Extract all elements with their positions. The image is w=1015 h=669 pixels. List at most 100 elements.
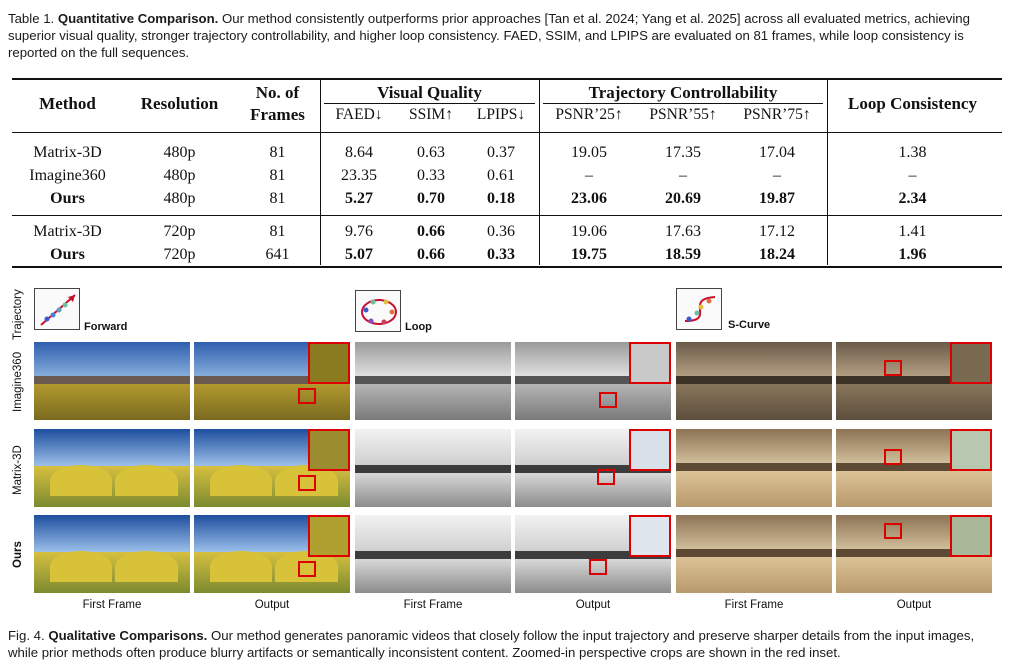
pano-imagine360-office-first xyxy=(355,342,511,420)
table-header-rule xyxy=(12,132,1002,133)
row-3-frames: 81 xyxy=(269,223,286,240)
table-caption: Table 1. Quantitative Comparison. Our me… xyxy=(8,10,1006,61)
table-caption-title: Quantitative Comparison. xyxy=(57,11,219,26)
row-1-ssim: 0.33 xyxy=(417,167,445,184)
row-4-lpips: 0.33 xyxy=(487,246,515,263)
pano-imagine360-campus-first xyxy=(34,342,190,420)
row-0-method: Matrix-3D xyxy=(33,144,102,161)
row-2-psnr25: 23.06 xyxy=(571,190,607,207)
pano-imagine360-lobby-first xyxy=(676,342,832,420)
row-4-resolution: 720p xyxy=(163,246,196,263)
zoom-inset xyxy=(629,515,671,557)
header-psnr25: PSNR’25↑ xyxy=(555,106,623,123)
visual-quality-underline xyxy=(324,103,535,104)
row-3-ssim: 0.66 xyxy=(417,223,445,240)
row-4-ssim: 0.66 xyxy=(417,246,445,263)
pano-matrix3d-office-output xyxy=(515,429,671,507)
row-label-trajectory: Trajectory xyxy=(12,289,24,340)
row-4-faed: 5.07 xyxy=(345,246,373,263)
zoom-region-box xyxy=(589,559,607,575)
row-0-lpips: 0.37 xyxy=(487,144,515,161)
header-lpips: LPIPS↓ xyxy=(476,106,526,123)
table-divider-2 xyxy=(539,78,540,265)
header-trajectory: Trajectory Controllability xyxy=(588,83,778,102)
zoom-inset xyxy=(629,429,671,471)
row-2-loop: 2.34 xyxy=(898,190,927,207)
pano-ours-office-first xyxy=(355,515,511,593)
table-top-rule xyxy=(12,78,1002,80)
figure-caption-text: Our method generates panoramic videos th… xyxy=(8,628,975,660)
zoom-region-box xyxy=(298,388,316,404)
zoom-inset xyxy=(950,515,992,557)
forward-trajectory-icon xyxy=(34,288,80,330)
row-4-psnr25: 19.75 xyxy=(571,246,607,263)
header-frames-line1: No. of xyxy=(255,83,300,102)
row-3-resolution: 720p xyxy=(163,223,196,240)
table-divider-1 xyxy=(320,78,321,265)
loop-trajectory-icon xyxy=(355,290,401,332)
row-2-frames: 81 xyxy=(269,190,286,207)
column-caption-output-1: Output xyxy=(254,599,290,611)
zoom-inset xyxy=(308,429,350,471)
row-2-resolution: 480p xyxy=(163,190,196,207)
row-3-psnr25: 19.06 xyxy=(571,223,607,240)
row-4-frames: 641 xyxy=(265,246,290,263)
zoom-inset xyxy=(629,342,671,384)
zoom-region-box xyxy=(884,449,902,465)
s-curve-trajectory-icon xyxy=(676,288,722,330)
pano-imagine360-office-output xyxy=(515,342,671,420)
row-label-imagine360: Imagine360 xyxy=(12,351,24,412)
row-label-ours: Ours xyxy=(12,541,24,568)
row-0-psnr55: 17.35 xyxy=(665,144,701,161)
header-psnr75: PSNR’75↑ xyxy=(743,106,811,123)
zoom-region-box xyxy=(884,523,902,539)
pano-matrix3d-campus-output xyxy=(194,429,350,507)
trajectory-label-s-curve: S-Curve xyxy=(728,319,771,331)
header-loop: Loop Consistency xyxy=(848,94,977,113)
pano-imagine360-lobby-output xyxy=(836,342,992,420)
row-4-psnr75: 18.24 xyxy=(759,246,795,263)
header-resolution: Resolution xyxy=(140,94,219,113)
figure-caption-label: Fig. 4. xyxy=(8,628,45,643)
row-3-method: Matrix-3D xyxy=(33,223,102,240)
trajectory-underline xyxy=(543,103,823,104)
zoom-region-box xyxy=(597,469,615,485)
row-label-matrix3d: Matrix-3D xyxy=(12,445,24,495)
figure-caption-title: Qualitative Comparisons. xyxy=(48,628,208,643)
table-caption-label: Table 1. xyxy=(8,11,55,26)
row-4-loop: 1.96 xyxy=(898,246,927,263)
row-2-ssim: 0.70 xyxy=(417,190,445,207)
row-1-psnr25: – xyxy=(585,167,593,184)
column-caption-output-3: Output xyxy=(896,599,932,611)
table-group-rule xyxy=(12,215,1002,216)
header-faed: FAED↓ xyxy=(335,106,383,123)
header-ssim: SSIM↑ xyxy=(409,106,453,123)
header-psnr55: PSNR’55↑ xyxy=(649,106,717,123)
row-0-faed: 8.64 xyxy=(345,144,373,161)
pano-ours-lobby-output xyxy=(836,515,992,593)
row-1-psnr55: – xyxy=(679,167,687,184)
pano-ours-lobby-first xyxy=(676,515,832,593)
row-1-loop: – xyxy=(908,167,917,184)
pano-matrix3d-lobby-first xyxy=(676,429,832,507)
row-0-frames: 81 xyxy=(269,144,286,161)
row-4-psnr55: 18.59 xyxy=(665,246,701,263)
row-1-frames: 81 xyxy=(269,167,286,184)
row-2-psnr75: 19.87 xyxy=(759,190,795,207)
header-method: Method xyxy=(39,94,96,113)
pano-matrix3d-lobby-output xyxy=(836,429,992,507)
header-visual-quality: Visual Quality xyxy=(377,83,482,102)
zoom-inset xyxy=(950,429,992,471)
table-bottom-rule xyxy=(12,266,1002,268)
pano-matrix3d-campus-first xyxy=(34,429,190,507)
column-caption-first-frame-3: First Frame xyxy=(724,599,784,611)
zoom-region-box xyxy=(884,360,902,376)
row-1-method: Imagine360 xyxy=(29,167,106,184)
row-1-resolution: 480p xyxy=(163,167,196,184)
trajectory-label-forward: Forward xyxy=(84,321,128,333)
table-divider-3 xyxy=(827,78,828,265)
zoom-inset xyxy=(950,342,992,384)
row-2-lpips: 0.18 xyxy=(487,190,515,207)
row-0-loop: 1.38 xyxy=(898,144,927,161)
row-0-psnr25: 19.05 xyxy=(571,144,607,161)
